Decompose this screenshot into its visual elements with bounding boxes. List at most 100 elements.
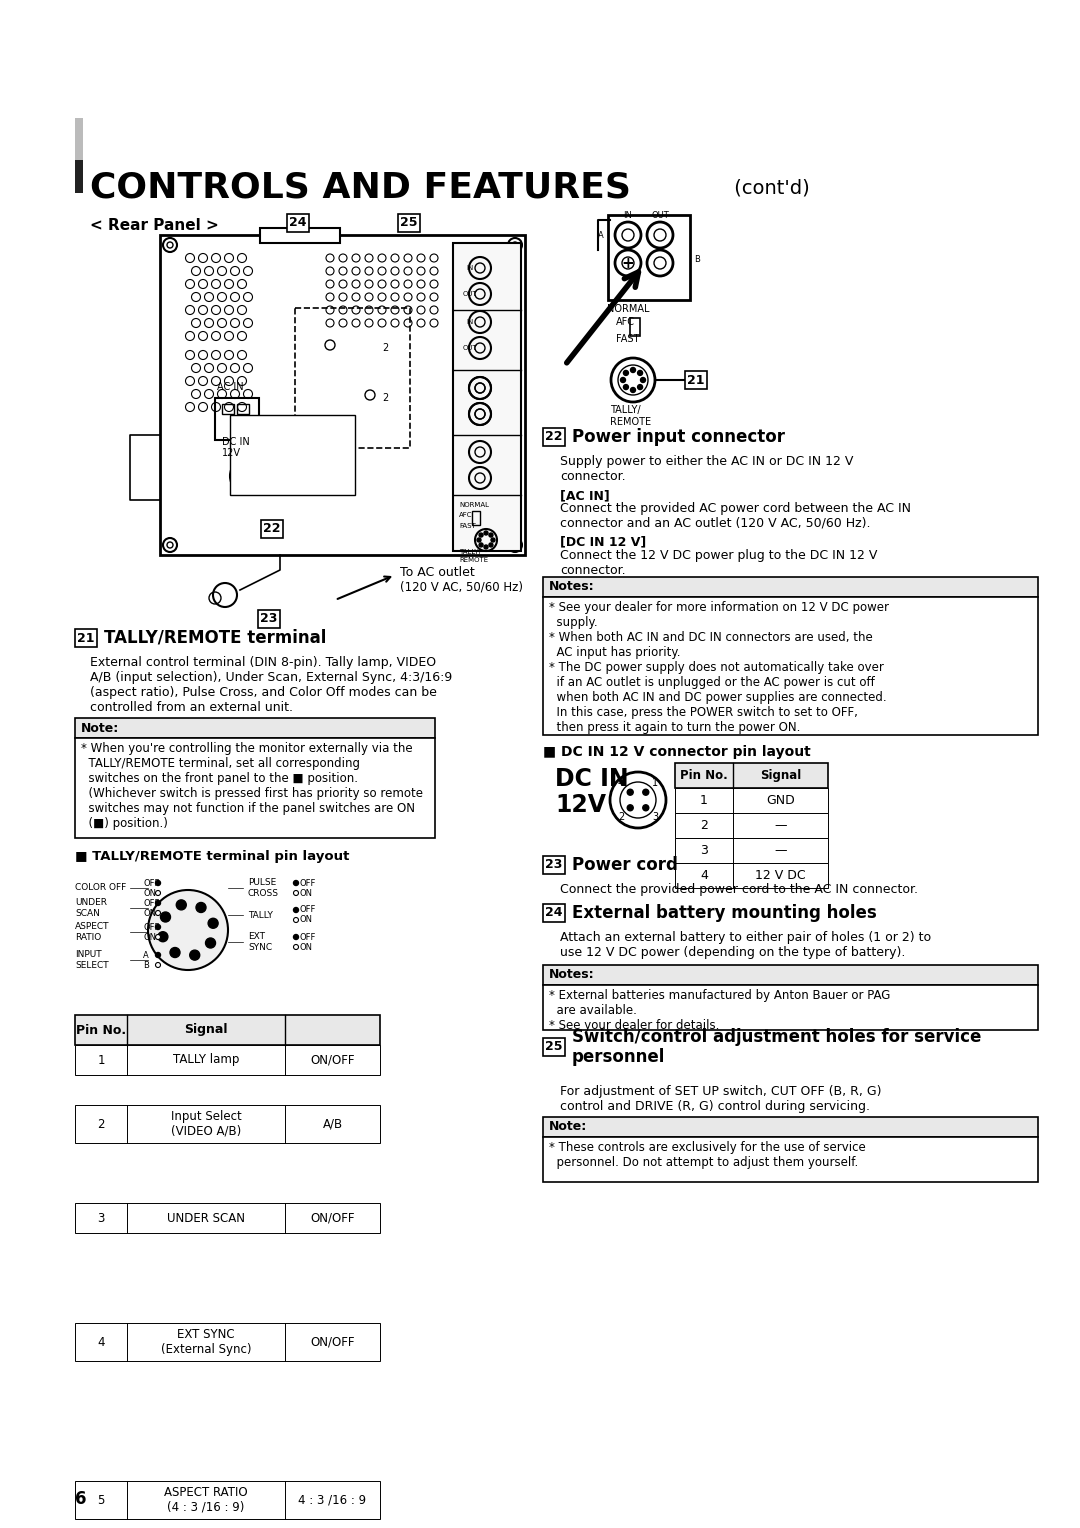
- Text: A: A: [143, 950, 149, 960]
- Text: ON/OFF: ON/OFF: [310, 1053, 354, 1067]
- Text: 12 V DC: 12 V DC: [755, 869, 806, 882]
- Bar: [75, 1203, 380, 1233]
- Text: REMOTE: REMOTE: [459, 558, 488, 562]
- Bar: [630, 318, 640, 336]
- Text: OFF: OFF: [143, 923, 160, 932]
- Text: IN: IN: [623, 211, 633, 220]
- Circle shape: [240, 480, 245, 484]
- Circle shape: [190, 950, 200, 960]
- Text: [AC IN]: [AC IN]: [561, 489, 610, 503]
- Bar: [75, 1105, 380, 1143]
- Circle shape: [294, 917, 298, 923]
- Text: A: A: [598, 231, 604, 240]
- Text: (120 V AC, 50/60 Hz): (120 V AC, 50/60 Hz): [400, 581, 523, 593]
- Circle shape: [252, 480, 256, 484]
- Text: Signal: Signal: [760, 769, 801, 782]
- Text: To AC outlet: To AC outlet: [400, 565, 475, 579]
- Circle shape: [294, 891, 298, 895]
- Circle shape: [484, 545, 488, 549]
- Bar: [295, 309, 410, 448]
- Bar: [675, 813, 828, 837]
- Text: GND: GND: [766, 795, 795, 807]
- Circle shape: [252, 468, 256, 472]
- Text: ■ TALLY/REMOTE terminal pin layout: ■ TALLY/REMOTE terminal pin layout: [75, 850, 349, 863]
- Text: DC IN: DC IN: [222, 437, 249, 448]
- Text: 5: 5: [97, 1493, 105, 1507]
- Text: * External batteries manufactured by Anton Bauer or PAG
  are available.
* See y: * External batteries manufactured by Ant…: [549, 989, 890, 1031]
- Bar: [222, 403, 234, 414]
- Text: * See your dealer for more information on 12 V DC power
  supply.
* When both AC: * See your dealer for more information o…: [549, 601, 889, 733]
- Bar: [608, 215, 690, 299]
- Bar: [75, 1481, 380, 1519]
- Circle shape: [631, 368, 635, 373]
- Text: ■ DC IN 12 V connector pin layout: ■ DC IN 12 V connector pin layout: [543, 746, 811, 759]
- Text: 1: 1: [97, 1053, 105, 1067]
- Text: —: —: [774, 843, 786, 857]
- Circle shape: [627, 805, 633, 811]
- Bar: [215, 397, 259, 440]
- Circle shape: [240, 468, 245, 472]
- Text: Switch/control adjustment holes for service
personnel: Switch/control adjustment holes for serv…: [572, 1028, 982, 1067]
- Text: 4 : 3 /16 : 9: 4 : 3 /16 : 9: [298, 1493, 366, 1507]
- Circle shape: [156, 880, 161, 886]
- Text: Pin No.: Pin No.: [680, 769, 728, 782]
- Text: A/B: A/B: [323, 1117, 342, 1131]
- Circle shape: [176, 900, 186, 909]
- Text: Input Select
(VIDEO A/B): Input Select (VIDEO A/B): [171, 1109, 241, 1138]
- Text: EXT SYNC
(External Sync): EXT SYNC (External Sync): [161, 1328, 252, 1355]
- Circle shape: [205, 938, 216, 947]
- Bar: [543, 428, 565, 446]
- Text: ON/OFF: ON/OFF: [310, 1212, 354, 1224]
- Text: TALLY/
REMOTE: TALLY/ REMOTE: [610, 405, 651, 426]
- Text: 25: 25: [401, 217, 418, 229]
- Text: AFC: AFC: [616, 316, 635, 327]
- Bar: [543, 597, 1038, 735]
- Bar: [543, 905, 565, 921]
- Circle shape: [489, 542, 492, 547]
- Text: OUT: OUT: [462, 290, 477, 296]
- Bar: [287, 214, 309, 232]
- Text: COLOR OFF: COLOR OFF: [75, 883, 126, 892]
- Text: DC IN: DC IN: [555, 767, 629, 792]
- Text: 23: 23: [260, 613, 278, 625]
- Circle shape: [294, 944, 298, 949]
- Text: TALLY/REMOTE terminal: TALLY/REMOTE terminal: [104, 630, 326, 646]
- Circle shape: [480, 542, 483, 547]
- Circle shape: [610, 772, 666, 828]
- Text: AFC: AFC: [459, 512, 473, 518]
- Bar: [543, 966, 1038, 986]
- Circle shape: [148, 889, 228, 970]
- Text: B: B: [694, 255, 700, 264]
- Circle shape: [623, 385, 629, 390]
- Text: OFF: OFF: [143, 898, 160, 908]
- Circle shape: [637, 370, 643, 376]
- Text: ON/OFF: ON/OFF: [310, 1335, 354, 1349]
- Bar: [543, 1137, 1038, 1183]
- Text: ON: ON: [143, 888, 156, 897]
- Text: 12V: 12V: [555, 793, 606, 817]
- Circle shape: [489, 533, 492, 536]
- Circle shape: [161, 912, 171, 921]
- Bar: [260, 228, 340, 243]
- Text: Pin No.: Pin No.: [76, 1024, 126, 1036]
- Bar: [230, 416, 355, 495]
- Text: External battery mounting holes: External battery mounting holes: [572, 905, 877, 921]
- Text: —: —: [774, 819, 786, 833]
- Text: External control terminal (DIN 8-pin). Tally lamp, VIDEO
A/B (input selection), : External control terminal (DIN 8-pin). T…: [90, 656, 453, 714]
- Text: Notes:: Notes:: [549, 581, 595, 593]
- Text: 1: 1: [700, 795, 707, 807]
- Text: 2: 2: [618, 811, 624, 822]
- Text: 2: 2: [382, 393, 388, 403]
- Text: ON: ON: [143, 932, 156, 941]
- Text: OUT: OUT: [651, 211, 669, 220]
- Text: < Rear Panel >: < Rear Panel >: [90, 217, 219, 232]
- Circle shape: [294, 935, 298, 940]
- Text: ON: ON: [300, 943, 313, 952]
- Circle shape: [637, 385, 643, 390]
- Bar: [472, 510, 480, 526]
- Text: Signal: Signal: [185, 1024, 228, 1036]
- Text: INPUT
SELECT: INPUT SELECT: [75, 950, 109, 970]
- Text: +: +: [622, 255, 634, 270]
- Text: Note:: Note:: [81, 721, 119, 735]
- Circle shape: [294, 880, 298, 886]
